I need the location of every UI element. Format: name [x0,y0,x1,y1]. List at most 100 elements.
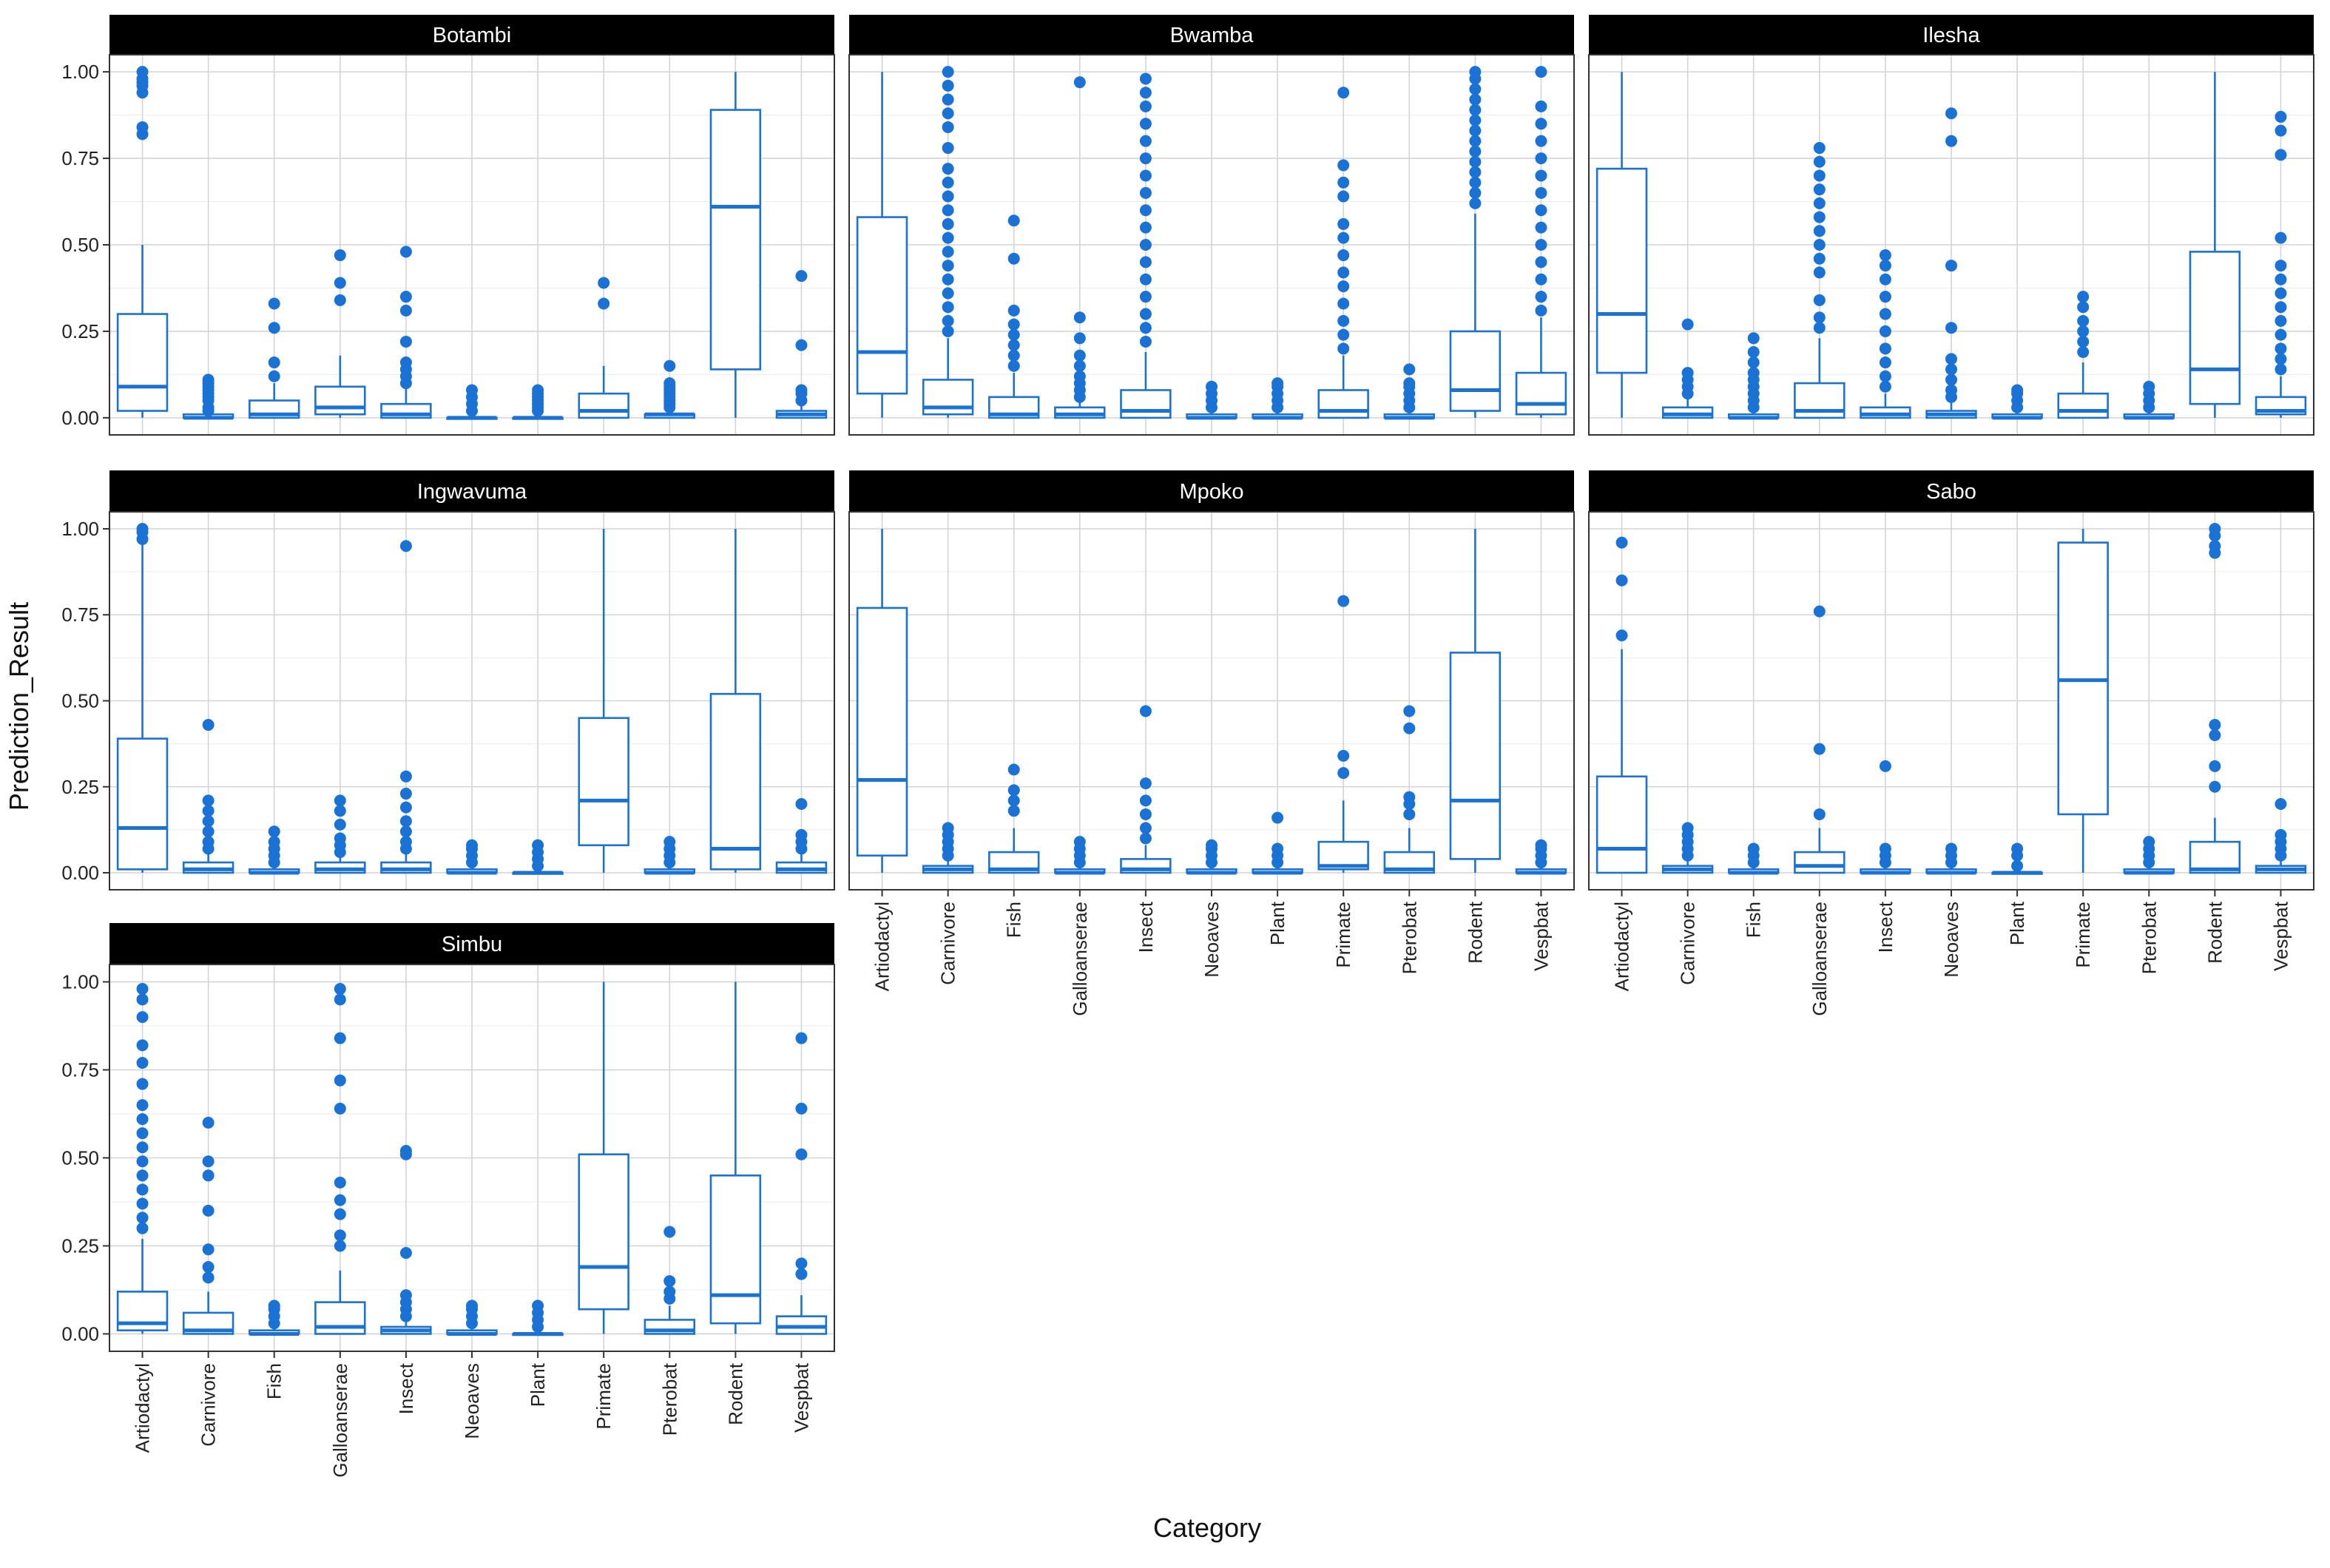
x-tick-label: Pterobat [2138,901,2160,974]
box-artiodactyl [116,983,169,1334]
box-carnivore [182,1116,234,1335]
outlier-point [1535,273,1547,285]
outlier-point [1272,811,1284,824]
facet-strip [109,923,834,964]
box-iqr [1120,389,1172,419]
outlier-point [1073,311,1086,324]
outlier-point [136,1155,149,1168]
box-iqr [1595,167,1648,374]
box-artiodactyl [116,522,169,873]
outlier-point [1073,332,1086,345]
outlier-point [1139,256,1152,268]
outlier-point [202,1243,215,1256]
outlier-point [1337,749,1350,762]
outlier-point [399,356,412,369]
outlier-point [202,1116,215,1129]
outlier-point [399,291,412,303]
box-insect [380,1144,432,1335]
outlier-point [1813,322,1826,334]
outlier-point [2275,314,2287,327]
outlier-point [1535,204,1547,217]
outlier-point [1813,743,1826,755]
outlier-point [1879,273,1891,285]
outlier-point [1945,384,1957,396]
box-carnivore [922,66,974,418]
outlier-point [942,217,954,230]
outlier-point [1337,595,1350,607]
outlier-point [202,1204,215,1217]
x-tick-label: Insect [395,1362,417,1414]
box-iqr [314,385,366,416]
y-tick-label: 0.00 [61,1322,99,1345]
y-tick-label: 0.75 [61,604,99,626]
outlier-point [2275,301,2287,314]
outlier-point [795,1257,808,1270]
outlier-point [1747,842,1760,855]
box-iqr [578,717,629,847]
outlier-point [795,1268,808,1280]
x-tick-label: Primate [2072,902,2094,968]
x-axis: Artiodactyl Carnivore Fish Galloanserae Inse… [871,890,1552,1016]
box-galloanserae [1054,836,1106,875]
box-plant [1252,811,1303,875]
facet-panel: Sabo [1588,470,2314,891]
facet-strip [849,470,1574,512]
x-tick-label: Fish [1003,902,1025,938]
outlier-point [1535,118,1547,130]
x-tick-label: Rodent [724,1362,746,1425]
outlier-point [1879,370,1891,382]
box-neoaves [446,1300,498,1336]
outlier-point [1813,155,1826,168]
outlier-point [2275,110,2287,123]
x-tick-label: Pterobat [1398,901,1420,974]
outlier-point [795,339,808,351]
box-artiodactyl [856,72,908,418]
box-iqr [1515,371,1567,416]
outlier-point [1337,314,1350,327]
outlier-point [1403,791,1416,803]
x-tick-label: Vespbat [2269,901,2292,971]
box-rodent [1449,66,1502,418]
outlier-point [136,1078,149,1090]
outlier-point [2275,287,2287,300]
outlier-point [1139,335,1152,348]
box-rodent [709,981,762,1334]
x-axis: Artiodactyl Carnivore Fish Galloanserae Inse… [132,1351,812,1478]
outlier-point [1469,186,1482,199]
x-tick-label: Plant [527,1362,549,1407]
outlier-point [334,1176,346,1189]
y-tick-label: 0.75 [61,147,99,169]
outlier-point [1139,72,1152,85]
outlier-point [1813,266,1826,279]
x-tick-label: Rodent [2204,901,2226,964]
outlier-point [2275,273,2287,285]
box-fish [249,297,300,419]
outlier-point [1747,356,1760,369]
outlier-point [1469,114,1482,126]
box-insect [380,246,432,419]
outlier-point [399,335,412,348]
facet-strip-label: Mpoko [1179,480,1243,504]
outlier-point [1813,311,1826,324]
outlier-point [2275,328,2287,341]
outlier-point [2209,760,2221,772]
outlier-point [1139,273,1152,285]
outlier-point [399,801,412,814]
outlier-point [532,839,544,851]
outlier-point [334,277,346,289]
box-neoaves [1925,107,1977,419]
x-tick-label: Vespbat [1530,901,1552,971]
outlier-point [2209,719,2221,731]
x-tick-label: Vespbat [790,1362,812,1433]
outlier-point [466,839,478,851]
box-artiodactyl [116,66,169,418]
outlier-point [399,770,412,783]
outlier-point [334,1032,346,1044]
outlier-point [1535,291,1547,303]
box-rodent [1449,528,1502,873]
outlier-point [1469,104,1482,116]
outlier-point [1945,374,1957,386]
y-tick-label: 0.75 [61,1059,99,1081]
outlier-point [202,1169,215,1182]
outlier-point [2077,345,2090,358]
